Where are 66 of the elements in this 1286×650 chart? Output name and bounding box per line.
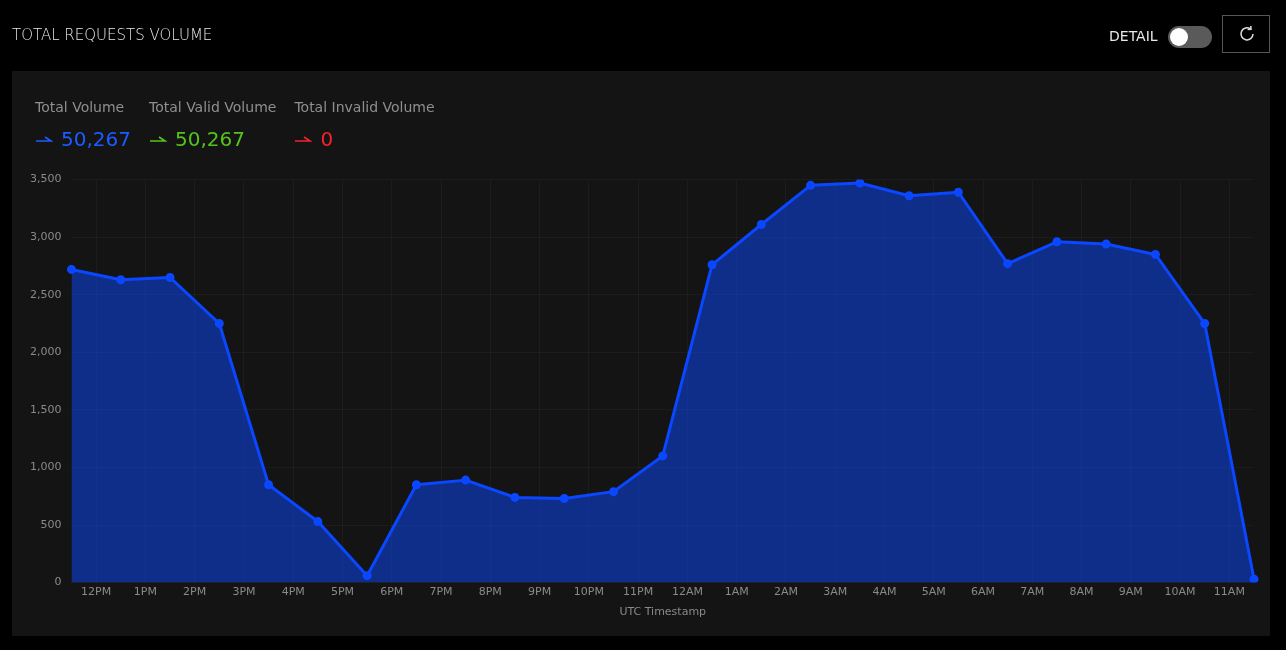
- y-tick-label: 1,000: [29, 460, 62, 474]
- x-tick-label: 2AM: [773, 585, 798, 599]
- point: [1200, 319, 1210, 329]
- x-tick-label: 6AM: [971, 585, 996, 599]
- y-tick-label: 3,000: [29, 230, 62, 244]
- x-tick-label: 7PM: [429, 585, 453, 599]
- point: [1150, 249, 1160, 259]
- x-tick-label: 8AM: [1069, 585, 1094, 599]
- point: [66, 264, 76, 274]
- x-tick-label: 8PM: [478, 585, 502, 599]
- point: [953, 187, 963, 197]
- x-tick-label: 6PM: [380, 585, 404, 599]
- text: 50,267: [174, 127, 246, 151]
- point: [313, 517, 323, 527]
- point: [707, 260, 717, 270]
- point: [510, 492, 520, 502]
- point: [1003, 259, 1013, 269]
- text: Total Volume: [35, 99, 126, 115]
- point: [1052, 237, 1062, 247]
- x-tick-label: 12PM: [81, 585, 112, 599]
- x-tick-label: 5AM: [921, 585, 946, 599]
- y-tick-label: 500: [40, 517, 62, 531]
- text: Total Invalid Volume: [294, 99, 435, 115]
- point: [411, 480, 421, 490]
- x-tick-label: 7AM: [1020, 585, 1045, 599]
- point: [559, 494, 569, 504]
- point: [806, 180, 816, 190]
- y-tick-label: 2,000: [29, 345, 62, 359]
- x-tick-label: 10PM: [573, 585, 604, 599]
- text: Total Valid Volume: [148, 99, 277, 115]
- point: [608, 487, 618, 497]
- point: [756, 220, 766, 230]
- x-tick-label: 11AM: [1213, 585, 1245, 599]
- chart-title: TOTAL REQUESTS VOLUME: [12, 26, 213, 44]
- x-tick-label: 11PM: [623, 585, 654, 599]
- x-tick-label: 4AM: [872, 585, 897, 599]
- point: [1249, 574, 1259, 583]
- x-axis-title: UTC Timestamp: [619, 605, 707, 619]
- point: [461, 475, 471, 485]
- point: [214, 319, 224, 329]
- point: [165, 272, 175, 282]
- point: [1101, 239, 1111, 249]
- point: [658, 451, 668, 461]
- text: 0: [319, 127, 335, 151]
- y-tick-label: 1,500: [29, 402, 62, 416]
- x-tick-label: 4PM: [281, 585, 305, 599]
- y-tick-label: 3,500: [29, 172, 62, 186]
- point: [116, 275, 126, 285]
- y-tick-label: 0: [54, 575, 62, 589]
- point: [904, 191, 914, 201]
- x-tick-label: 5PM: [330, 585, 355, 599]
- x-tick-label: 1AM: [724, 585, 749, 599]
- x-tick-label: 3AM: [823, 585, 848, 599]
- text: 50,267: [60, 127, 131, 151]
- point: [362, 571, 372, 581]
- x-tick-label: 9AM: [1118, 585, 1143, 599]
- text: DETAIL: [1109, 28, 1158, 44]
- point: [855, 179, 865, 188]
- x-tick-label: 10AM: [1164, 585, 1196, 599]
- x-tick-label: 3PM: [232, 585, 256, 599]
- x-tick-label: 9PM: [528, 585, 552, 599]
- x-tick-label: 1PM: [133, 585, 157, 599]
- x-tick-label: 12AM: [671, 585, 703, 599]
- y-tick-label: 2,500: [29, 287, 62, 301]
- point: [264, 480, 274, 490]
- x-tick-label: 2PM: [183, 585, 207, 599]
